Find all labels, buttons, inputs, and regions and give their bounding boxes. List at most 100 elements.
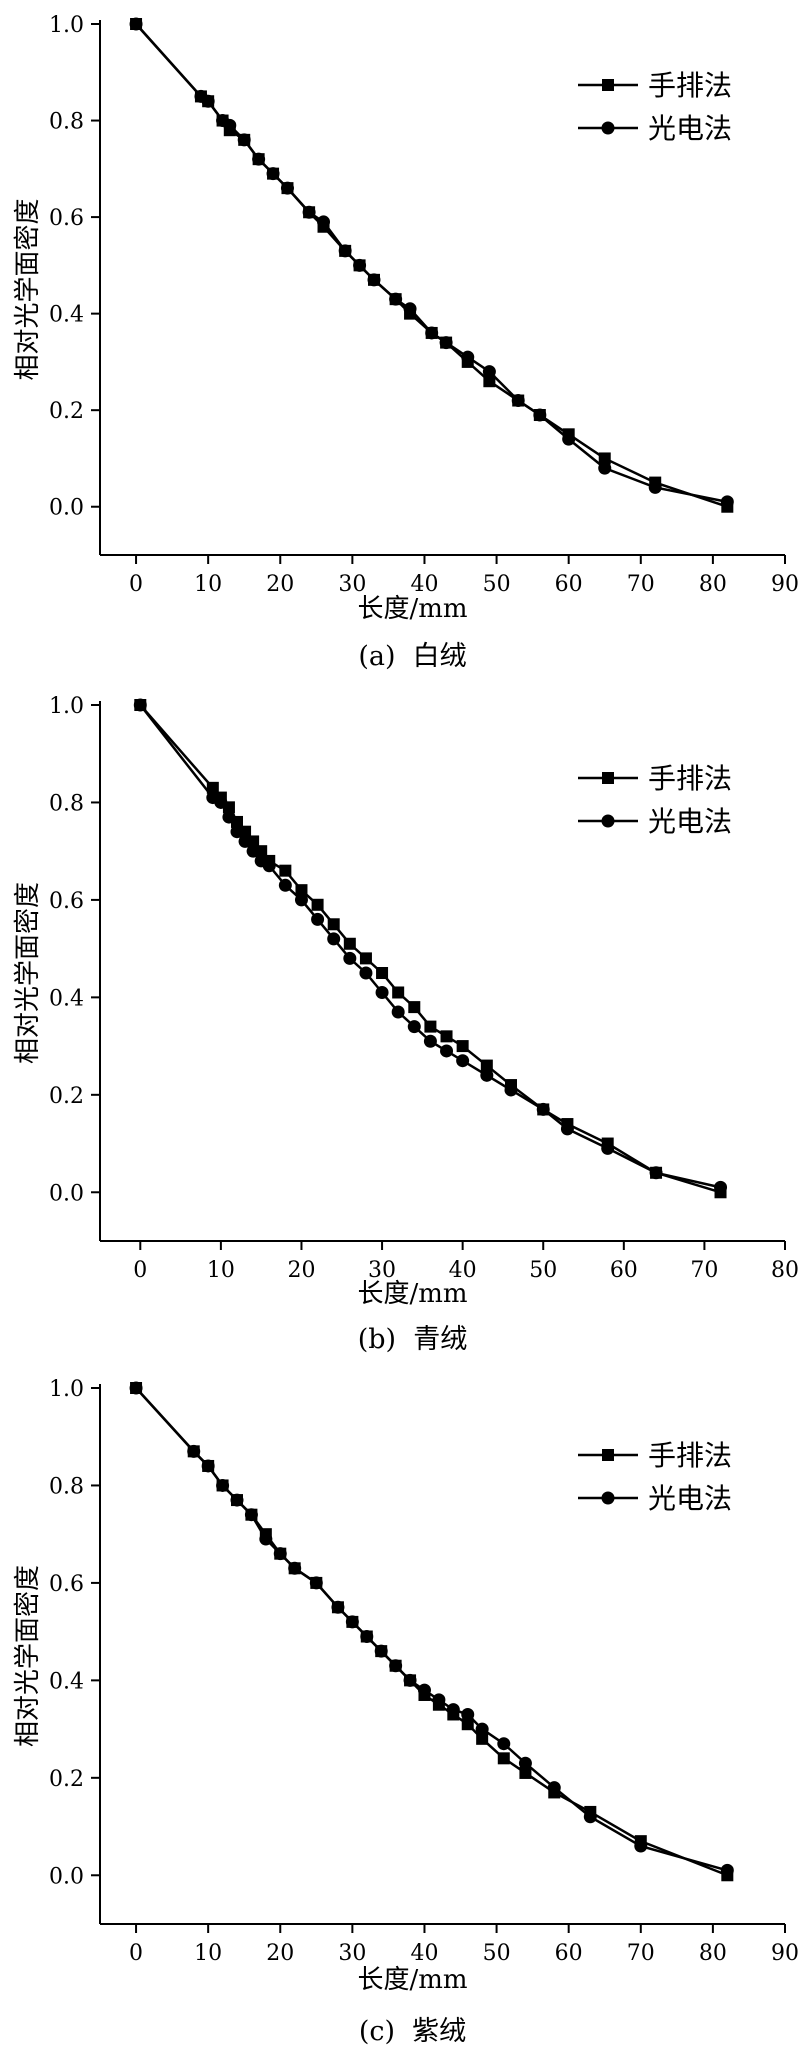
- data-point: [425, 326, 439, 340]
- data-point: [129, 17, 143, 31]
- legend-marker: [601, 1491, 615, 1505]
- data-point: [598, 452, 611, 465]
- data-point: [476, 1732, 489, 1745]
- data-point: [461, 1707, 475, 1721]
- data-point: [376, 967, 389, 979]
- y-tick-label: 0.0: [49, 496, 84, 521]
- x-tick-label: 0: [133, 1258, 147, 1283]
- data-point: [223, 118, 237, 132]
- y-tick-label: 1.0: [49, 13, 84, 38]
- legend-marker: [601, 814, 615, 828]
- data-point: [359, 952, 372, 965]
- x-tick-label: 10: [194, 1941, 222, 1966]
- figure-caption: (b) 青绒: [358, 1324, 468, 1355]
- data-point: [497, 1737, 511, 1751]
- y-axis-label: 相对光学面密度: [13, 198, 43, 380]
- data-point: [504, 1083, 518, 1097]
- data-point: [327, 932, 341, 946]
- legend-marker: [602, 1449, 614, 1461]
- data-point: [446, 1703, 460, 1717]
- data-point: [338, 244, 352, 258]
- data-point: [311, 912, 325, 926]
- legend-label: 手排法: [648, 69, 732, 102]
- x-axis-label: 长度/mm: [357, 1965, 467, 1995]
- data-point: [327, 918, 340, 931]
- y-tick-label: 1.0: [49, 694, 84, 719]
- data-point: [367, 273, 381, 287]
- data-point: [133, 698, 147, 712]
- data-point: [343, 937, 356, 950]
- x-tick-label: 10: [194, 572, 222, 597]
- data-point: [483, 375, 496, 388]
- data-point: [309, 1576, 323, 1590]
- x-tick-label: 20: [287, 1258, 315, 1283]
- data-point: [440, 1044, 454, 1058]
- data-point: [359, 966, 373, 980]
- data-point: [648, 480, 662, 494]
- series-line: [135, 1387, 728, 1877]
- series-manual: [130, 18, 734, 513]
- figure-caption: (a) 白绒: [358, 641, 466, 672]
- data-point: [391, 1005, 405, 1019]
- data-point: [201, 94, 215, 108]
- data-point: [424, 1020, 437, 1033]
- x-tick-label: 30: [338, 1941, 366, 1966]
- data-point: [294, 893, 308, 907]
- x-tick-label: 30: [368, 1258, 396, 1283]
- data-point: [206, 781, 219, 794]
- data-point: [511, 394, 525, 408]
- x-axis-label: 长度/mm: [357, 1279, 467, 1309]
- x-tick-label: 90: [771, 572, 799, 597]
- series-line: [135, 23, 728, 504]
- data-point: [536, 1102, 550, 1116]
- data-point: [360, 1630, 374, 1644]
- data-point: [518, 1756, 532, 1770]
- y-tick-label: 0.8: [49, 791, 84, 816]
- y-tick-label: 0.0: [49, 1181, 84, 1206]
- x-axis-label: 长度/mm: [357, 594, 467, 624]
- x-tick-label: 70: [627, 1941, 655, 1966]
- data-point: [259, 1532, 273, 1546]
- data-point: [279, 864, 292, 877]
- y-tick-label: 0.8: [49, 1474, 84, 1499]
- chart-panel-1: 0 10 20 30 40 50 60 70 80 90 0.0 0.2 0.4 0.6 0.8 1.0 长度/…: [13, 13, 799, 672]
- data-point: [230, 825, 244, 839]
- x-tick-label: 40: [410, 572, 438, 597]
- data-point: [423, 1034, 437, 1048]
- y-tick-label: 0.0: [49, 1864, 84, 1889]
- legend-marker: [602, 79, 614, 91]
- y-axis-label: 相对光学面密度: [13, 1565, 43, 1747]
- data-point: [187, 1444, 201, 1458]
- data-point: [288, 1561, 302, 1575]
- x-tick-label: 50: [483, 1941, 511, 1966]
- x-tick-label: 20: [266, 572, 294, 597]
- y-tick-label: 0.2: [49, 1084, 84, 1109]
- data-point: [244, 1508, 258, 1522]
- x-tick-label: 40: [449, 1258, 477, 1283]
- data-point: [280, 181, 294, 195]
- data-point: [238, 834, 252, 848]
- data-point: [519, 1766, 532, 1779]
- series-manual: [130, 1382, 734, 1882]
- data-point: [214, 795, 228, 809]
- data-point: [547, 1781, 561, 1795]
- legend-label: 光电法: [648, 112, 732, 145]
- data-point: [720, 495, 734, 509]
- x-tick-label: 60: [555, 1941, 583, 1966]
- legend-label: 手排法: [648, 762, 732, 795]
- x-tick-label: 60: [610, 1258, 638, 1283]
- data-point: [432, 1693, 446, 1707]
- data-point: [407, 1020, 421, 1034]
- x-tick-label: 30: [338, 572, 366, 597]
- data-point: [273, 1547, 287, 1561]
- y-tick-label: 0.6: [49, 1572, 84, 1597]
- data-point: [403, 1673, 417, 1687]
- data-point: [440, 1030, 453, 1043]
- data-point: [302, 205, 316, 219]
- data-point: [262, 859, 276, 873]
- data-point: [601, 1141, 615, 1155]
- x-tick-label: 80: [699, 1941, 727, 1966]
